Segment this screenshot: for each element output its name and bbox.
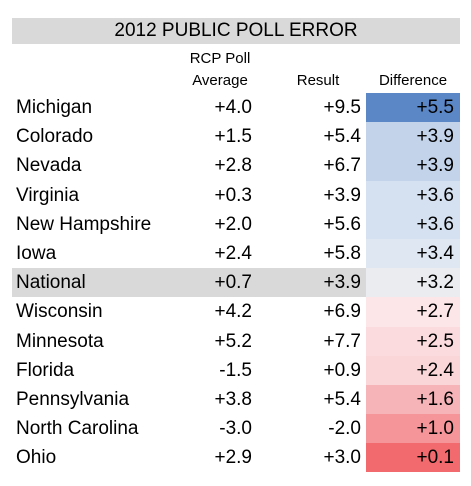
column-header-rcp-line1: RCP Poll bbox=[189, 50, 251, 67]
column-header-result: Result bbox=[296, 72, 340, 89]
state-name: Virginia bbox=[16, 184, 80, 206]
state-name: Colorado bbox=[16, 126, 94, 148]
difference-value: +1.0 bbox=[366, 414, 460, 444]
difference-value: +2.4 bbox=[366, 355, 460, 385]
rcp-poll-average-value: +2.0 bbox=[214, 213, 252, 235]
result-value: +6.9 bbox=[323, 301, 361, 323]
column-header-rcp-line2: Average bbox=[192, 72, 248, 89]
difference-value: +1.6 bbox=[366, 384, 460, 415]
state-name: North Carolina bbox=[16, 418, 139, 440]
table-row: Michigan +4.0 +9.5 +5.5 bbox=[12, 93, 460, 123]
difference-value: +0.1 bbox=[366, 443, 460, 473]
difference-value: +3.6 bbox=[366, 209, 460, 239]
column-header-rcp-poll-average: RCP Poll Average bbox=[180, 48, 260, 92]
rcp-poll-average-value: +0.3 bbox=[214, 184, 252, 206]
table-row: National +0.7 +3.9 +3.2 bbox=[12, 268, 460, 298]
table-row: Ohio +2.9 +3.0 +0.1 bbox=[12, 443, 460, 473]
table-row: Virginia +0.3 +3.9 +3.6 bbox=[12, 180, 460, 210]
state-name: Nevada bbox=[16, 155, 82, 177]
difference-value: +5.5 bbox=[366, 93, 460, 123]
state-name: Pennsylvania bbox=[16, 388, 130, 410]
rcp-poll-average-value: +5.2 bbox=[214, 330, 252, 352]
rcp-poll-average-value: -3.0 bbox=[219, 418, 252, 440]
state-name: Ohio bbox=[16, 447, 57, 469]
table-row: Florida -1.5 +0.9 +2.4 bbox=[12, 355, 460, 385]
result-value: -2.0 bbox=[328, 418, 361, 440]
table-row: North Carolina -3.0 -2.0 +1.0 bbox=[12, 414, 460, 444]
table-body: Michigan +4.0 +9.5 +5.5 Colorado +1.5 +5.4 +3.9… bbox=[12, 93, 460, 473]
table-row: Nevada +2.8 +6.7 +3.9 bbox=[12, 151, 460, 181]
state-name: Michigan bbox=[16, 97, 93, 118]
table-row: New Hampshire +2.0 +5.6 +3.6 bbox=[12, 209, 460, 239]
difference-value: +3.9 bbox=[366, 151, 460, 181]
result-value: +6.7 bbox=[323, 155, 361, 177]
state-name: New Hampshire bbox=[16, 213, 152, 235]
result-value: +3.9 bbox=[323, 272, 361, 294]
difference-value: +3.6 bbox=[366, 180, 460, 210]
result-value: +5.4 bbox=[323, 388, 361, 410]
table-row: Wisconsin +4.2 +6.9 +2.7 bbox=[12, 297, 460, 327]
state-name: Iowa bbox=[16, 242, 57, 264]
result-value: +0.9 bbox=[323, 359, 361, 381]
rcp-poll-average-value: +3.8 bbox=[214, 388, 252, 410]
difference-value: +2.5 bbox=[366, 326, 460, 356]
result-value: +3.9 bbox=[323, 184, 361, 206]
table-row: Minnesota +5.2 +7.7 +2.5 bbox=[12, 326, 460, 356]
difference-value: +3.9 bbox=[366, 122, 460, 152]
result-value: +9.5 bbox=[323, 97, 361, 118]
table-row: Pennsylvania +3.8 +5.4 +1.6 bbox=[12, 384, 460, 415]
difference-value: +2.7 bbox=[366, 297, 460, 327]
rcp-poll-average-value: +0.7 bbox=[214, 272, 252, 294]
result-value: +3.0 bbox=[323, 447, 361, 469]
state-name: National bbox=[16, 272, 86, 294]
rcp-poll-average-value: +4.2 bbox=[214, 301, 252, 323]
table-title: 2012 PUBLIC POLL ERROR bbox=[12, 18, 460, 44]
result-value: +5.4 bbox=[323, 126, 361, 148]
rcp-poll-average-value: +4.0 bbox=[214, 97, 252, 118]
rcp-poll-average-value: +2.9 bbox=[214, 447, 252, 469]
rcp-poll-average-value: +2.8 bbox=[214, 155, 252, 177]
rcp-poll-average-value: +1.5 bbox=[214, 126, 252, 148]
column-header-difference: Difference bbox=[378, 72, 448, 89]
rcp-poll-average-value: +2.4 bbox=[214, 242, 252, 264]
rcp-poll-average-value: -1.5 bbox=[219, 359, 252, 381]
table-row: Iowa +2.4 +5.8 +3.4 bbox=[12, 238, 460, 269]
result-value: +7.7 bbox=[323, 330, 361, 352]
table-row: Colorado +1.5 +5.4 +3.9 bbox=[12, 122, 460, 152]
state-name: Florida bbox=[16, 359, 75, 381]
state-name: Minnesota bbox=[16, 330, 104, 352]
result-value: +5.6 bbox=[323, 213, 361, 235]
difference-value: +3.2 bbox=[366, 268, 460, 298]
difference-value: +3.4 bbox=[366, 238, 460, 269]
result-value: +5.8 bbox=[323, 242, 361, 264]
state-name: Wisconsin bbox=[16, 301, 103, 323]
